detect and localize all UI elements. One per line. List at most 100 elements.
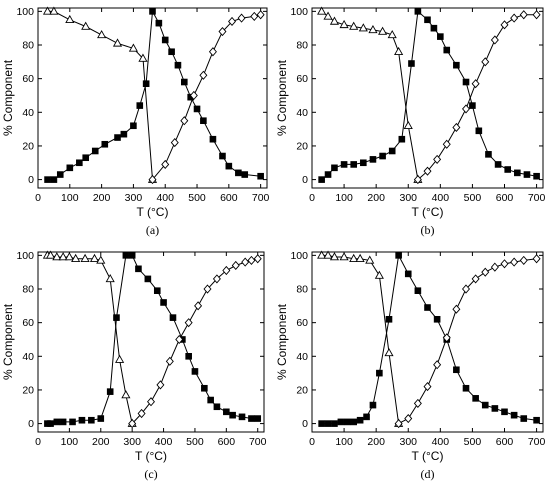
data-point <box>248 415 255 422</box>
chart-panel-3: 0 100 200 300 400 500 600 700 0 20 40 60 80 100 T (°C)… <box>1 250 267 481</box>
data-point <box>339 19 349 29</box>
data-point <box>413 398 422 408</box>
data-point <box>408 60 415 67</box>
data-point <box>53 418 61 426</box>
y-axis-title: % Component <box>275 59 289 136</box>
data-point <box>207 396 214 404</box>
panel-label: (c) <box>144 467 157 481</box>
data-point <box>237 13 246 23</box>
data-point <box>155 19 163 27</box>
data-point <box>475 127 483 135</box>
data-point <box>504 166 512 173</box>
data-point <box>257 172 264 180</box>
data-point <box>514 169 521 177</box>
panel-label: (a) <box>146 223 159 237</box>
data-point <box>356 416 364 424</box>
data-point <box>453 366 460 374</box>
data-point <box>500 20 509 30</box>
data-point <box>191 368 199 375</box>
data-point <box>208 47 217 57</box>
data-point <box>203 284 212 294</box>
y-tick-label: 20 <box>296 140 308 152</box>
data-point <box>532 254 541 264</box>
y-tick-label: 60 <box>296 73 308 85</box>
data-point <box>142 80 150 88</box>
data-point <box>149 8 156 15</box>
y-tick-label: 60 <box>296 317 308 329</box>
data-point <box>404 270 412 278</box>
data-point <box>452 122 461 133</box>
data-point <box>324 171 332 178</box>
data-point <box>363 413 370 421</box>
y-axis-title: % Component <box>275 303 289 380</box>
plot-frame <box>311 7 544 189</box>
x-tick-label: 700 <box>528 436 546 448</box>
data-point <box>318 420 325 427</box>
data-point <box>64 252 74 261</box>
data-point <box>323 11 333 20</box>
series-triangle-open <box>42 250 137 427</box>
x-tick-label: 400 <box>156 192 174 204</box>
data-point <box>82 154 90 162</box>
x-tick-label: 100 <box>61 436 79 448</box>
x-tick-label: 0 <box>35 436 41 448</box>
data-point <box>161 36 169 44</box>
data-point <box>76 159 83 167</box>
x-tick-label: 400 <box>432 192 450 204</box>
data-point <box>394 46 404 55</box>
x-tick-label: 400 <box>432 436 450 448</box>
data-point <box>50 176 58 183</box>
data-point <box>510 257 519 267</box>
data-point <box>490 35 499 45</box>
data-point <box>174 61 182 69</box>
data-point <box>180 116 189 126</box>
data-point <box>218 26 227 37</box>
data-point <box>442 139 451 149</box>
data-point <box>471 79 480 89</box>
data-point <box>56 171 64 178</box>
data-point <box>170 137 179 148</box>
data-point <box>153 287 161 294</box>
data-point <box>113 314 120 321</box>
data-point <box>378 26 388 35</box>
data-point <box>199 70 208 80</box>
data-point <box>89 253 100 262</box>
data-point <box>80 253 90 262</box>
data-point <box>228 16 237 27</box>
data-point <box>128 419 137 429</box>
x-tick-label: 600 <box>496 192 514 204</box>
data-point <box>519 10 528 20</box>
data-point <box>45 250 56 259</box>
series-line <box>47 254 133 424</box>
data-point <box>241 171 249 178</box>
data-point <box>501 408 508 416</box>
data-point <box>385 315 393 323</box>
series-line <box>398 258 537 425</box>
data-point <box>71 253 81 262</box>
data-point <box>398 135 406 143</box>
data-point <box>78 416 86 424</box>
data-point <box>379 152 386 160</box>
data-point <box>101 140 109 148</box>
data-point <box>160 299 167 306</box>
data-point <box>343 418 351 426</box>
data-point <box>250 11 259 21</box>
series-line <box>47 254 258 425</box>
y-tick-label: 0 <box>302 418 308 430</box>
data-point <box>430 24 438 32</box>
data-point <box>181 78 188 86</box>
data-point <box>231 260 240 271</box>
y-axis-title: % Component <box>1 59 15 136</box>
x-tick-label: 0 <box>35 192 41 204</box>
data-point <box>66 164 74 172</box>
data-point <box>256 10 265 20</box>
x-axis-title: T (°C) <box>137 205 169 219</box>
data-point <box>481 267 490 277</box>
data-point <box>374 270 384 279</box>
data-point <box>65 14 75 24</box>
data-point <box>97 29 107 39</box>
x-tick-label: 600 <box>218 436 236 448</box>
data-point <box>58 252 68 261</box>
data-point <box>323 250 333 259</box>
x-axis-title: T (°C) <box>135 449 167 463</box>
